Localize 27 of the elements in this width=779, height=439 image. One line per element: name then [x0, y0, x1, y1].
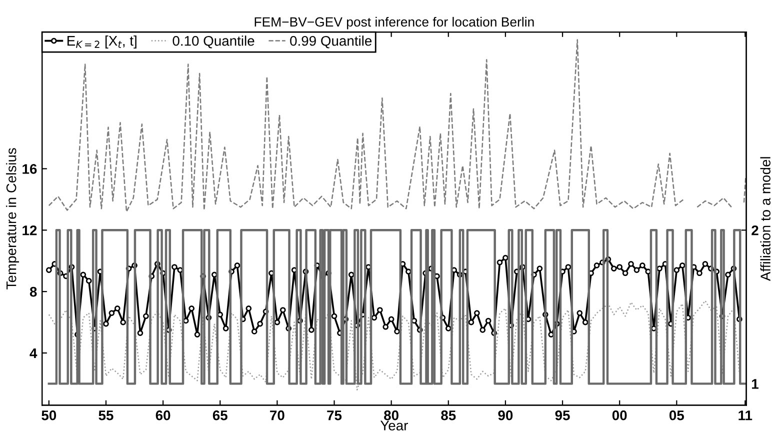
- y-axis-title: Temperature in Celsius: [6, 148, 19, 290]
- x-tick-label: 55: [98, 410, 114, 420]
- x-tick-label: 75: [327, 410, 342, 420]
- x-tick-label: 80: [384, 410, 398, 420]
- x-tick-label: 50: [42, 410, 56, 420]
- y-tick-label: 12: [22, 225, 37, 236]
- legend-label: 0.10 Quantile: [172, 36, 254, 48]
- y-tick-label: 4: [30, 348, 38, 358]
- x-tick-label: 60: [156, 410, 170, 420]
- x-tick-label: 90: [498, 410, 513, 420]
- y2-tick-label: 1: [752, 379, 758, 389]
- y2-axis-title: Affiliation to a model: [760, 157, 770, 282]
- x-tick-label: 70: [270, 410, 284, 420]
- y-tick-label: 8: [30, 286, 37, 297]
- x-tick-label: 00: [612, 410, 627, 420]
- y2-tick-label: 2: [752, 225, 758, 236]
- x-tick-label: 05: [669, 410, 684, 420]
- x-tick-label: 11: [738, 410, 752, 420]
- legend-label: E$_{K=2}$ [X$_{t}$, t]: [68, 36, 136, 48]
- x-tick-label: 85: [441, 410, 456, 420]
- chart-title: FEM−BV−GEV post inference for location Berlin: [254, 16, 534, 30]
- x-axis-title: Year: [380, 420, 408, 430]
- x-tick-label: 65: [212, 410, 228, 420]
- legend-label: 0.99 Quantile: [290, 36, 372, 48]
- y-tick-label: 16: [22, 164, 37, 174]
- line-series: [48, 300, 740, 390]
- x-tick-label: 95: [555, 410, 570, 420]
